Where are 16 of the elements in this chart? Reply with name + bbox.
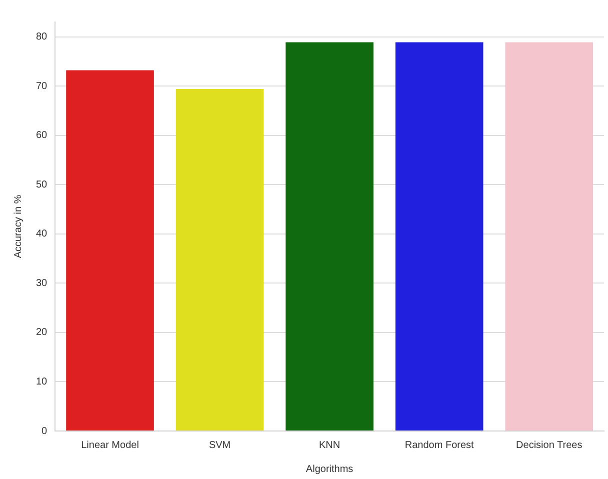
y-tick-label: 80: [36, 32, 48, 43]
y-tick-label: 20: [36, 327, 48, 338]
x-tick-label: KNN: [319, 440, 340, 451]
y-axis-title: Accuracy in %: [12, 194, 24, 258]
y-tick-label: 50: [36, 179, 48, 190]
y-tick-label: 60: [36, 130, 48, 142]
x-tick-label: Linear Model: [81, 440, 139, 451]
x-tick-label: Decision Trees: [516, 440, 582, 451]
y-tick-label: 0: [42, 426, 48, 437]
y-tick-label: 30: [36, 278, 48, 289]
y-tick-label: 70: [36, 80, 48, 92]
y-tick-label: 40: [36, 228, 48, 240]
x-tick-label: SVM: [208, 440, 231, 451]
x-axis-title: Algorithms: [306, 464, 354, 475]
x-tick-label: Random Forest: [404, 440, 474, 451]
y-tick-label: 10: [36, 376, 48, 388]
